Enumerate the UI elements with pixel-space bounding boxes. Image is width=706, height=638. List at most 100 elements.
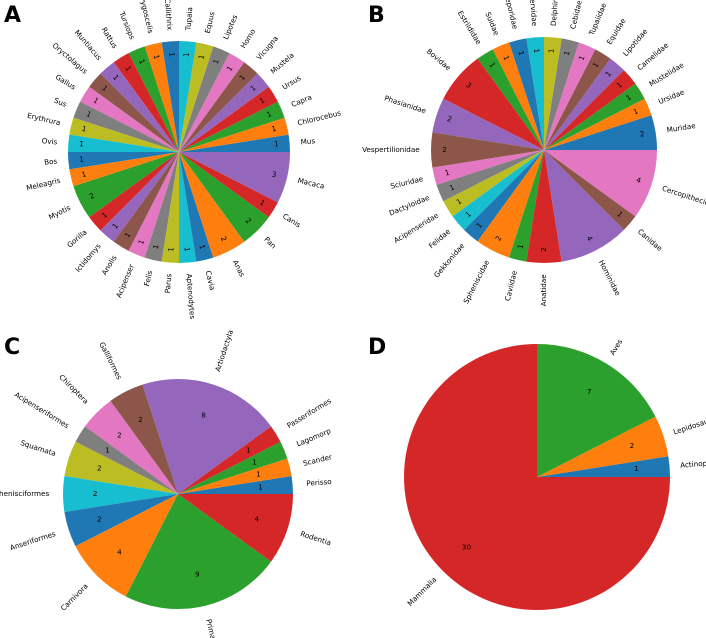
slice-label: Ovis: [41, 136, 58, 146]
slice-value-label: 1: [501, 54, 511, 62]
slice-label: Vicugna: [254, 34, 280, 62]
pie-slice: [179, 41, 197, 152]
slice-value-label: 1: [615, 80, 624, 90]
pie-slice: [179, 73, 269, 152]
slice-label: Sus: [53, 96, 69, 109]
slice-label: Meleagris: [25, 176, 61, 193]
slice-value-label: 2: [138, 415, 143, 424]
slice-label: Homo: [239, 27, 258, 50]
slice-value-label: 1: [225, 64, 235, 73]
slice-label: Spheniscidae: [461, 258, 491, 305]
slice-value-label: 7: [587, 387, 592, 396]
slice-label: Lipotes: [221, 13, 239, 41]
slice-label: Pygoscelis: [138, 0, 156, 34]
pie-slice: [432, 150, 544, 185]
pie-slice: [179, 101, 285, 152]
slice-value-label: 9: [195, 570, 200, 579]
slice-label: Bos: [44, 157, 58, 167]
slice-value-label: 2: [639, 129, 645, 139]
pie-slice: [464, 150, 544, 242]
slice-label: Macaca: [297, 176, 326, 191]
pie-slice: [80, 86, 179, 152]
slice-value-label: 1: [211, 58, 221, 66]
slice-value-label: 1: [615, 209, 624, 219]
slice-label: Aptenodytes: [185, 273, 198, 319]
slice-label: Artiodactyla: [213, 329, 235, 373]
pie-slice: [68, 152, 179, 170]
slice-value-label: 1: [258, 483, 263, 492]
slice-value-label: 1: [79, 154, 84, 163]
slice-value-label: 1: [624, 93, 633, 103]
slice-label: Acipenser: [114, 263, 136, 299]
slice-value-label: 1: [603, 69, 613, 78]
slice-label: Mustelidae: [647, 60, 686, 88]
slice-value-label: 1: [123, 64, 133, 73]
slice-label: Suidae: [483, 11, 501, 38]
slice-label: Pan: [263, 235, 279, 251]
slice-value-label: 1: [256, 470, 261, 479]
slice-value-label: 1: [196, 54, 206, 61]
slice-label: Felis: [142, 269, 155, 287]
pie-slice: [544, 83, 645, 150]
slice-value-label: 1: [252, 457, 257, 466]
panel-letter-a: A: [4, 3, 21, 28]
slice-value-label: 1: [258, 198, 267, 208]
slice-label: Equidae: [605, 16, 628, 46]
pie-slice: [179, 152, 278, 218]
slice-label: Anseriformes: [9, 529, 57, 552]
pie-slice: [161, 41, 179, 152]
slice-label: Cervidae: [528, 0, 540, 27]
slice-label: Anolis: [100, 253, 119, 276]
slice-label: Mammalia: [405, 575, 438, 608]
slice-value-label: 4: [254, 515, 259, 524]
pie-slice: [113, 152, 179, 251]
slice-label: Carnivora: [59, 582, 90, 613]
slice-label: Rattus: [100, 26, 120, 51]
pie-slice: [69, 117, 179, 152]
pie-slice: [100, 62, 179, 153]
slice-value-label: 1: [516, 50, 526, 57]
slice-label: Galliformes: [97, 341, 124, 382]
slice-value-label: 1: [532, 48, 541, 53]
slice-value-label: 1: [237, 73, 247, 82]
slice-label: Tupaia: [184, 7, 195, 32]
slice-value-label: 2: [630, 441, 635, 450]
slice-label: Tursiops: [117, 9, 137, 41]
slice-label: Anas: [231, 259, 247, 279]
pie-slice: [544, 98, 652, 150]
slice-label: Vespertilionidae: [362, 145, 420, 154]
pie-slice: [68, 134, 179, 152]
slice-label: Muntiacus: [73, 28, 104, 62]
pie-slice: [537, 344, 656, 477]
slice-label: Tupaiidae: [587, 1, 609, 38]
slice-value-label: 1: [85, 109, 93, 119]
pie-slice: [404, 344, 670, 610]
pie-slice: [75, 426, 178, 494]
pie-slice: [544, 115, 657, 150]
pie-slice: [544, 150, 636, 230]
slice-label: Ursus: [280, 73, 302, 91]
pie-slice: [436, 150, 544, 202]
pie-slice: [128, 46, 179, 152]
pie-slice: [179, 152, 245, 258]
pie-slice: [544, 150, 657, 217]
slice-value-label: 1: [137, 58, 147, 66]
pie-slice: [178, 441, 288, 494]
slice-label: Chlorocebus: [297, 108, 343, 127]
pie-chart-d: Actinopteri 1 Lepidosauria 2 Aves 7 Mammalia 30: [404, 337, 706, 610]
pie-slice: [64, 441, 178, 494]
slice-value-label: 2: [446, 114, 453, 124]
slice-label: Squamata: [19, 438, 57, 458]
slice-value-label: 1: [246, 446, 251, 455]
slice-value-label: 1: [105, 446, 110, 455]
slice-value-label: 1: [577, 54, 587, 62]
slice-value-label: 1: [100, 210, 109, 220]
pie-slice: [179, 152, 197, 263]
slice-label: Perisso: [306, 477, 332, 488]
pie-slice: [178, 426, 281, 494]
pie-slice: [100, 152, 179, 242]
slice-label: Mustela: [269, 51, 296, 76]
slice-value-label: 1: [81, 124, 88, 134]
slice-value-label: 1: [166, 247, 175, 252]
slice-value-label: 1: [100, 83, 109, 93]
